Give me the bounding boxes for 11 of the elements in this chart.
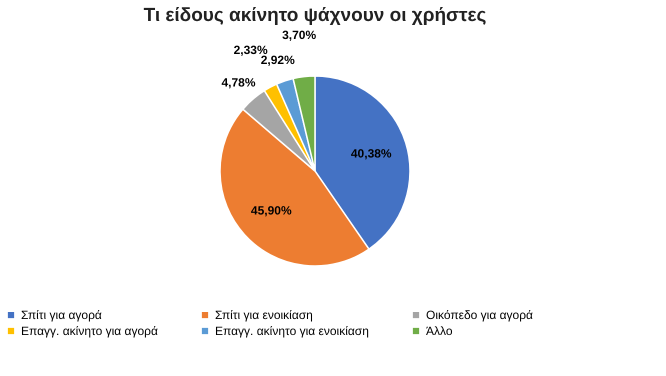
data-label: 3,70% xyxy=(282,28,316,42)
legend-label: Επαγγ. ακίνητο για αγορά xyxy=(21,324,158,338)
legend-label: Επαγγ. ακίνητο για ενοικίαση xyxy=(215,324,369,338)
chart-title: Τι είδους ακίνητο ψάχνουν οι χρήστες xyxy=(144,4,487,26)
data-label: 4,78% xyxy=(222,75,256,90)
legend-label: Άλλο xyxy=(426,324,453,338)
data-label: 40,38% xyxy=(350,146,392,160)
legend-label: Σπίτι για ενοικίαση xyxy=(215,308,313,322)
legend-label: Σπίτι για αγορά xyxy=(21,308,102,322)
data-label: 45,90% xyxy=(250,203,292,218)
legend-label: Οικόπεδο για αγορά xyxy=(426,308,534,322)
